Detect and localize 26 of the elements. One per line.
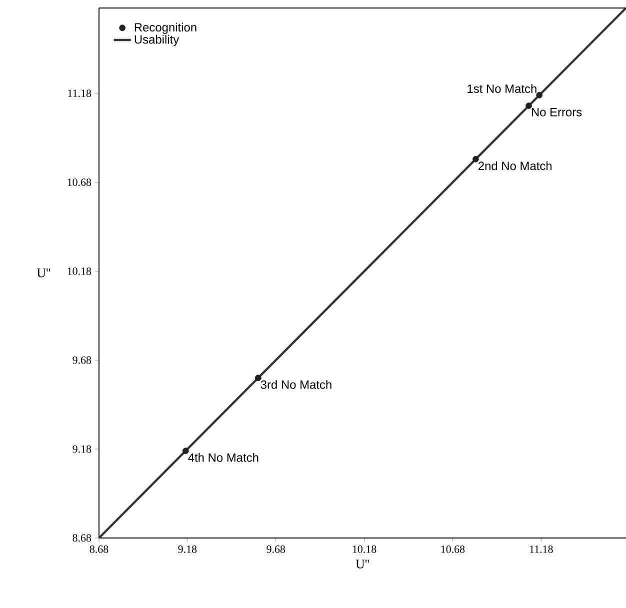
point	[536, 92, 543, 98]
annotation: 1st No Match	[468, 84, 536, 93]
x-tick-label: 8.68	[90, 546, 108, 553]
legend-label: Usability	[134, 34, 180, 46]
x-tick-label: 10.68	[441, 546, 465, 553]
x-axis-title: U''	[356, 560, 369, 568]
point	[472, 156, 479, 162]
x-tick-label: 9.18	[178, 546, 197, 553]
y-tick-label: 8.68	[72, 534, 92, 542]
x-tick-label: 11.18	[530, 546, 553, 553]
y-tick-label: 10.18	[68, 267, 92, 275]
x-tick-label: 10.18	[352, 546, 376, 553]
point	[182, 448, 189, 454]
legend-label: Recognition	[134, 22, 196, 34]
annotation: 4th No Match	[188, 453, 258, 462]
y-axis-title: U''	[36, 268, 50, 278]
annotation: 3rd No Match	[260, 380, 332, 389]
point	[254, 374, 262, 382]
y-tick-label: 9.18	[72, 445, 92, 453]
point	[526, 102, 532, 110]
annotation: 2nd No Match	[478, 161, 552, 170]
x-tick-label: 9.68	[266, 546, 286, 553]
y-tick-label: 9.68	[72, 356, 92, 364]
y-tick-label: 11.18	[68, 90, 92, 98]
y-tick-label: 10.68	[68, 178, 92, 186]
annotation: No Errors	[532, 108, 582, 116]
